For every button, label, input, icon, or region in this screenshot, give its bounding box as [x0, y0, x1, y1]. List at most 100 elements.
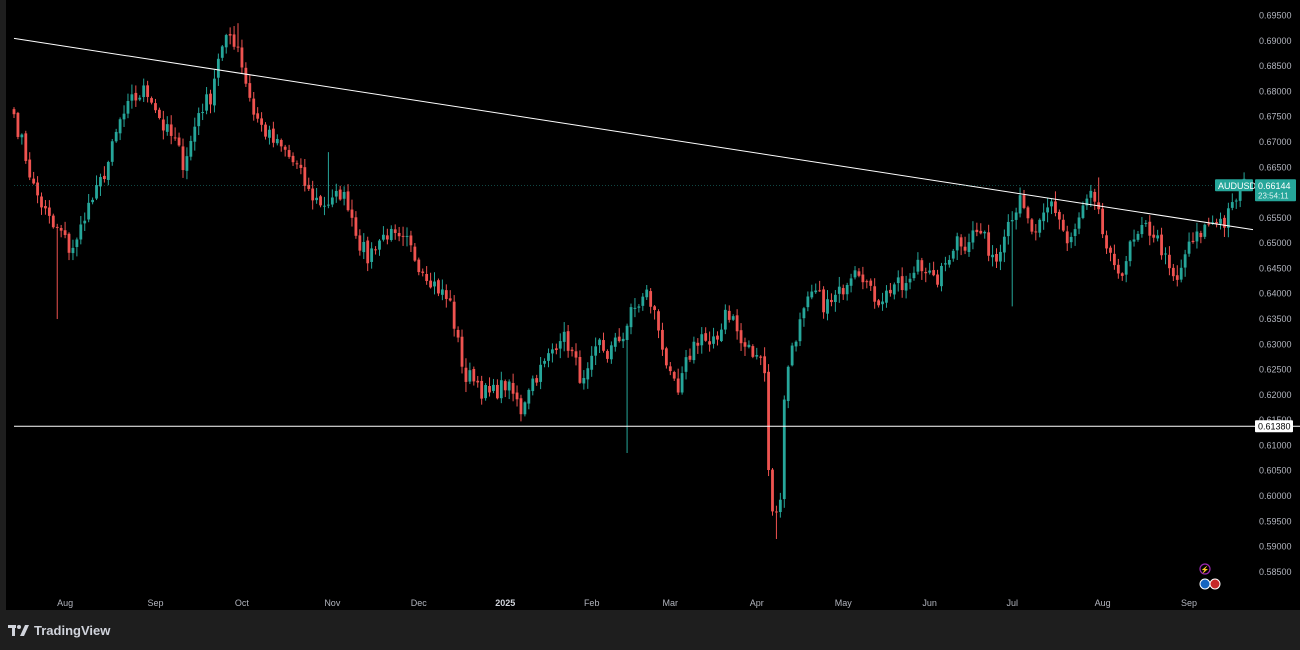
- candle-body: [763, 356, 767, 374]
- y-tick-label: 0.60000: [1259, 491, 1292, 501]
- candle-body: [924, 272, 928, 274]
- candle-body: [499, 380, 503, 399]
- candle-body: [908, 278, 912, 283]
- price-axis[interactable]: 0.69500 0.69000 0.68500 0.68000 0.67500 0.670…: [1259, 11, 1292, 577]
- candle-body: [220, 46, 224, 58]
- candle-body: [1195, 231, 1199, 242]
- support-price-badge: [1255, 420, 1293, 433]
- candle-body: [492, 384, 495, 391]
- candle-body: [1081, 205, 1085, 218]
- candle-body: [323, 205, 326, 207]
- candle-body: [55, 226, 59, 228]
- candle-body: [440, 289, 444, 295]
- candle-body: [790, 345, 794, 366]
- tradingview-brand[interactable]: TradingView: [8, 622, 110, 638]
- candle-body: [358, 235, 362, 251]
- candle-body: [158, 109, 161, 118]
- candle-body: [1140, 224, 1144, 235]
- candle-body: [79, 224, 83, 240]
- candle-body: [916, 259, 920, 272]
- candle-body: [444, 290, 448, 299]
- candle-body: [425, 273, 429, 282]
- candle-body: [987, 232, 991, 256]
- candle-body: [873, 286, 877, 302]
- candle-body: [1089, 190, 1093, 198]
- candle-body: [110, 141, 114, 162]
- y-tick-label: 0.68000: [1259, 86, 1292, 96]
- horizontal-line-group[interactable]: [14, 184, 1300, 427]
- candle-body: [845, 285, 849, 295]
- candle-body: [657, 311, 660, 331]
- candle-body: [641, 296, 645, 306]
- candle-body: [236, 46, 240, 48]
- candle-body: [975, 229, 979, 233]
- x-tick-label: Sep: [147, 598, 163, 608]
- candle-body: [708, 341, 712, 345]
- candle-body: [511, 382, 515, 394]
- candle-body: [393, 229, 397, 233]
- candle-body: [291, 155, 295, 163]
- candle-body: [389, 228, 393, 241]
- event-icons[interactable]: ⚡: [1199, 563, 1221, 590]
- trend-line-group[interactable]: [13, 37, 1254, 231]
- candle-body: [338, 189, 342, 200]
- candle-body: [751, 346, 755, 357]
- symbol-label: AUDUSD: [1218, 181, 1257, 191]
- candle-body: [892, 284, 896, 295]
- candle-body: [437, 280, 440, 294]
- candle-body: [244, 67, 248, 84]
- candle-body: [1128, 241, 1132, 262]
- candle-body: [350, 209, 354, 218]
- last-price-label: 0.66144: [1258, 181, 1291, 191]
- y-tick-label: 0.59500: [1259, 516, 1292, 526]
- candle-body: [433, 281, 436, 287]
- candle-body: [944, 263, 947, 265]
- candle-body: [1171, 267, 1175, 277]
- candle-body: [857, 271, 861, 276]
- x-tick-label: Dec: [411, 598, 428, 608]
- candle-body: [495, 384, 499, 399]
- candle-body: [1006, 221, 1010, 237]
- time-axis[interactable]: Aug Sep Oct Nov Dec 2025 Feb Mar Apr May Jun Jul Aug…: [57, 598, 1197, 608]
- candle-body: [370, 248, 374, 262]
- candle-body: [480, 380, 484, 399]
- candle-body: [806, 296, 810, 308]
- candle-body: [979, 230, 983, 234]
- candle-body: [578, 356, 582, 383]
- candle-body: [625, 325, 629, 340]
- candle-body: [775, 511, 778, 513]
- candle-body: [150, 98, 153, 103]
- lightning-event-icon[interactable]: [1199, 563, 1211, 575]
- candle-body: [704, 333, 708, 341]
- candle-body: [1223, 217, 1226, 228]
- candle-body: [692, 341, 696, 361]
- country-flag-event-icon[interactable]: [1209, 578, 1221, 590]
- candle-body: [224, 35, 228, 48]
- candle-body: [574, 351, 578, 358]
- x-tick-label: Mar: [663, 598, 679, 608]
- candle-body: [264, 124, 267, 137]
- candle-body: [1042, 212, 1046, 222]
- price-chart[interactable]: 0.69500 0.69000 0.68500 0.68000 0.67500 0.670…: [6, 0, 1300, 610]
- candle-body: [67, 233, 71, 253]
- y-tick-label: 0.62500: [1259, 365, 1292, 375]
- candle-body: [138, 97, 142, 100]
- candle-body: [71, 247, 75, 254]
- candle-body: [936, 274, 939, 285]
- candle-body: [1116, 264, 1120, 274]
- candle-body: [213, 78, 216, 106]
- candle-body: [771, 469, 774, 512]
- candle-body: [20, 134, 24, 138]
- candle-body: [602, 340, 605, 351]
- candle-body: [1010, 220, 1014, 222]
- candle-body: [315, 197, 319, 201]
- candle-body: [382, 234, 385, 240]
- countdown-label: 23:54:11: [1258, 191, 1289, 200]
- candle-body: [1136, 233, 1140, 240]
- candle-body: [888, 289, 892, 294]
- candle-body: [684, 357, 688, 372]
- candle-body: [36, 182, 39, 196]
- candle-body: [723, 309, 727, 330]
- us-flag-event-icon[interactable]: [1199, 578, 1211, 590]
